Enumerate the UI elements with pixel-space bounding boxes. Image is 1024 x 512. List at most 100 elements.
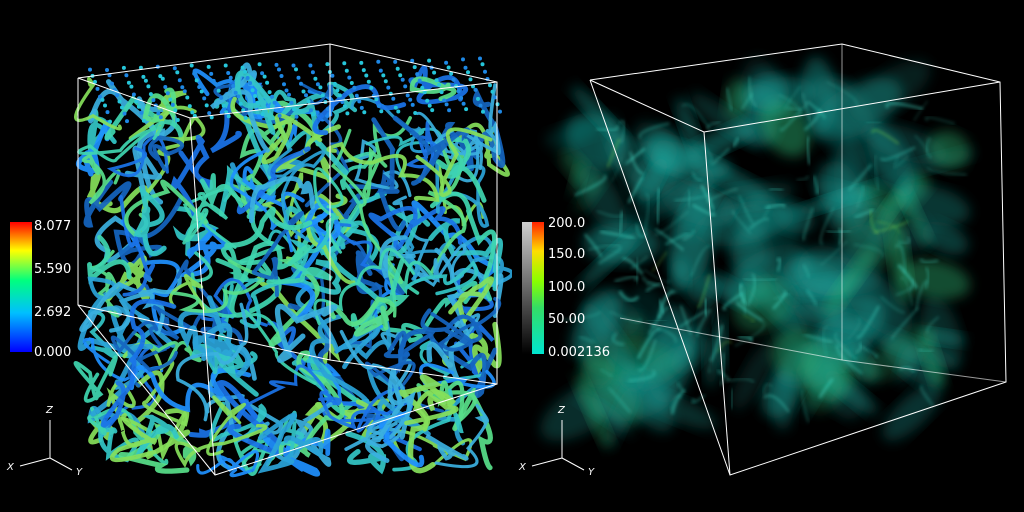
volume-wisp bbox=[637, 339, 657, 372]
volume-wisp bbox=[913, 100, 929, 122]
seed-dot bbox=[253, 94, 258, 98]
volume-viewport[interactable]: 200.0 150.0 100.0 50.00 0.002136 Z X Y bbox=[512, 0, 1024, 512]
volume-blob bbox=[843, 268, 913, 338]
volume-wisp bbox=[678, 309, 708, 328]
volume-wisp bbox=[649, 322, 677, 344]
streamline-tube bbox=[87, 234, 132, 285]
seed-dot bbox=[478, 56, 482, 61]
seed-dot bbox=[163, 85, 168, 89]
seed-dot bbox=[141, 74, 146, 79]
seed-dot bbox=[134, 99, 139, 104]
volume-wisp bbox=[853, 244, 884, 258]
streamline-tube bbox=[221, 277, 265, 333]
seed-dot bbox=[98, 94, 102, 99]
seed-dot bbox=[309, 108, 313, 113]
seed-dot bbox=[117, 99, 122, 104]
volume-wisp bbox=[562, 310, 602, 322]
volume-wisp bbox=[681, 103, 711, 131]
volume-blob bbox=[614, 347, 654, 387]
streamline-tube bbox=[88, 309, 133, 359]
streamline-tube bbox=[425, 433, 469, 461]
streamline-tube bbox=[278, 350, 345, 458]
volume-wisp bbox=[645, 282, 661, 292]
volume-wisp bbox=[738, 195, 754, 225]
seed-dot bbox=[108, 119, 112, 124]
seed-dot bbox=[318, 85, 323, 90]
seed-dot bbox=[296, 75, 301, 80]
seed-dot bbox=[146, 84, 151, 89]
seed-dot bbox=[335, 88, 340, 93]
seed-dot bbox=[306, 99, 311, 104]
volume-wisp bbox=[644, 193, 650, 232]
seed-dot bbox=[447, 108, 452, 113]
streamline-tube bbox=[142, 87, 177, 123]
volume-cloud bbox=[540, 56, 976, 449]
seed-dot bbox=[437, 82, 442, 87]
seed-dot bbox=[473, 87, 478, 92]
seed-dot bbox=[292, 107, 296, 112]
seed-dot bbox=[279, 74, 284, 78]
seed-dot bbox=[444, 102, 449, 107]
seed-dot bbox=[311, 112, 316, 117]
volume-wisp bbox=[607, 387, 632, 414]
volume-wisp bbox=[628, 369, 656, 383]
volume-wisp bbox=[598, 248, 621, 265]
volume-wisp bbox=[806, 100, 826, 120]
seed-dot bbox=[121, 65, 126, 70]
volume-wisp bbox=[730, 388, 734, 409]
seed-dot bbox=[192, 71, 197, 76]
volume-blob bbox=[660, 180, 736, 227]
colorbar-tick: 2.692 bbox=[34, 305, 72, 320]
streamline-tube bbox=[245, 364, 329, 407]
seed-dot bbox=[294, 67, 298, 72]
volume-blob bbox=[571, 86, 629, 147]
volume-wisp bbox=[627, 176, 644, 204]
seed-dot bbox=[138, 65, 143, 70]
volume-wisp bbox=[682, 229, 695, 241]
volume-wisp bbox=[629, 151, 645, 176]
seed-dot bbox=[180, 85, 185, 90]
volume-wisp bbox=[801, 92, 811, 122]
seed-dot bbox=[206, 64, 211, 69]
seed-dot bbox=[461, 57, 465, 62]
streamline-tube bbox=[430, 296, 502, 352]
seed-dots bbox=[88, 56, 502, 124]
seed-dot bbox=[374, 97, 379, 102]
seed-dot bbox=[393, 59, 398, 64]
seed-dot bbox=[480, 62, 485, 67]
streamline-tube bbox=[397, 374, 453, 474]
volume-wisp bbox=[630, 255, 648, 270]
streamline-viewport[interactable]: 8.077 5.590 2.692 0.000 Z X Y bbox=[0, 0, 512, 512]
volume-wisp bbox=[746, 273, 756, 306]
streamline-tube bbox=[367, 331, 413, 440]
volume-wisp bbox=[700, 145, 712, 164]
volume-wisp bbox=[772, 291, 787, 310]
volume-wisp bbox=[897, 236, 911, 244]
volume-wisp bbox=[856, 342, 862, 354]
volume-wisp bbox=[588, 244, 622, 251]
streamline-tube bbox=[87, 276, 150, 322]
axis-label-x: X bbox=[519, 462, 526, 473]
seed-dot bbox=[315, 82, 320, 87]
seed-dot bbox=[364, 73, 369, 78]
volume-wisp bbox=[742, 277, 778, 282]
volume-wisp bbox=[893, 155, 900, 169]
volume-wisp bbox=[717, 369, 731, 381]
streamline-tube bbox=[74, 76, 122, 131]
seed-dot bbox=[330, 73, 335, 78]
volume-blob bbox=[810, 77, 903, 142]
volume-wisp bbox=[894, 244, 906, 273]
seed-dot bbox=[320, 93, 325, 98]
volume-blob bbox=[605, 383, 638, 446]
seed-dot bbox=[420, 85, 425, 90]
volume-wisp bbox=[596, 125, 619, 132]
seed-dot bbox=[216, 88, 221, 93]
volume-wisp bbox=[856, 305, 881, 339]
volume-wisp bbox=[879, 146, 916, 161]
volume-wisp bbox=[801, 389, 809, 423]
volume-wisp bbox=[741, 93, 753, 110]
volume-wisp bbox=[925, 116, 955, 125]
seed-dot bbox=[422, 90, 427, 95]
streamline-tube bbox=[296, 399, 371, 449]
volume-wisp bbox=[873, 219, 909, 234]
